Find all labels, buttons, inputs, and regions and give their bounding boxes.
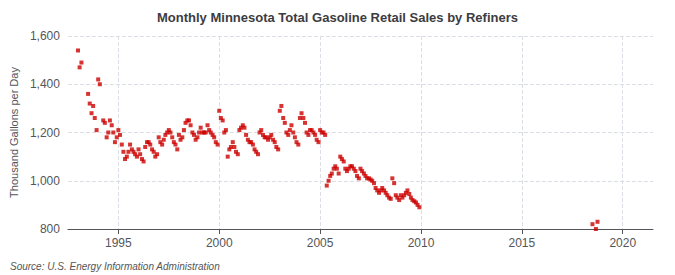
svg-text:Thousand Gallons per Day: Thousand Gallons per Day: [8, 67, 20, 198]
svg-text:2020: 2020: [609, 236, 636, 250]
svg-text:1,600: 1,600: [30, 29, 60, 43]
svg-text:Monthly Minnesota Total Gasoli: Monthly Minnesota Total Gasoline Retail …: [157, 10, 518, 25]
svg-text:1,200: 1,200: [30, 126, 60, 140]
svg-text:2010: 2010: [408, 236, 435, 250]
svg-text:2000: 2000: [206, 236, 233, 250]
svg-text:Source: U.S. Energy Informatio: Source: U.S. Energy Information Administ…: [10, 261, 220, 272]
svg-text:1995: 1995: [105, 236, 132, 250]
svg-text:2005: 2005: [307, 236, 334, 250]
svg-text:1,000: 1,000: [30, 174, 60, 188]
svg-text:800: 800: [40, 222, 60, 236]
svg-text:2015: 2015: [509, 236, 536, 250]
svg-text:1,400: 1,400: [30, 77, 60, 91]
